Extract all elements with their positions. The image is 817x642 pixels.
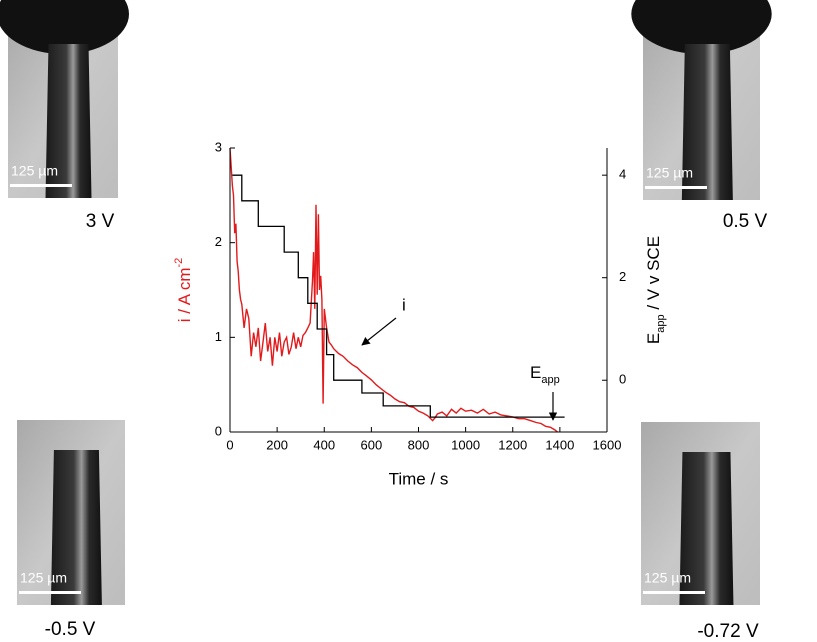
data-line [229,147,558,433]
y-tick-label: 0 [215,423,222,438]
electrode [679,452,734,605]
x-tick-label: 600 [361,437,383,452]
y2-axis-title-rest: / V v SCE [644,236,663,314]
data-line [232,174,565,418]
image-label: -0.5 V [45,619,96,640]
electrode [681,44,733,200]
scale-bar [19,591,81,594]
y2-axis-title-main: E [644,333,663,344]
x-tick-label: 400 [313,437,335,452]
x-axis-title: Time / s [389,469,449,488]
annotation-main: E [530,363,541,382]
y2-axis-title-sub: app [655,314,667,332]
micrograph: 125 µm [641,422,760,605]
annotation: i [402,295,406,314]
micrograph: 125 µm [17,420,125,605]
x-tick-label: 1000 [451,437,480,452]
image-label: 0.5 V [723,211,768,232]
scale-bar [645,186,707,189]
micrograph: 125 µm [631,0,772,200]
y2-tick-label: 2 [619,269,626,284]
image-shadow [631,0,772,54]
x-tick-label: 0 [226,437,233,452]
y2-tick-label: 4 [619,167,626,182]
x-tick-label: 1600 [593,437,622,452]
annotation-sub: app [541,374,559,386]
scale-bar [643,591,705,594]
scale-bar-label: 125 µm [11,163,58,179]
x-tick-label: 200 [266,437,288,452]
scale-bar-label: 125 µm [20,570,67,586]
y-axis-title-main: i / A cm [175,267,194,322]
y-tick-label: 2 [215,234,222,249]
scale-bar [10,184,72,187]
scale-bar-label: 125 µm [646,165,693,181]
electrode [50,450,102,605]
electrode [45,44,92,198]
y2-tick-label: 0 [619,372,626,387]
y-tick-label: 1 [215,329,222,344]
y-tick-label: 3 [215,139,222,154]
scale-bar-label: 125 µm [644,570,691,586]
annotation-arrow [361,317,397,346]
image-label: -0.72 V [697,621,759,642]
x-tick-label: 1200 [498,437,527,452]
image-shadow [0,0,129,54]
x-tick-label: 1400 [545,437,574,452]
x-tick-label: 800 [408,437,430,452]
micrograph: 125 µm [0,0,129,198]
annotation: Eapp [530,363,560,385]
image-label: 3 V [86,211,115,232]
y-axis-title-sup: -2 [173,258,185,268]
y2-axis-title: Eapp / V v SCE [644,236,666,344]
y-axis-title: i / A cm-2 [173,258,195,323]
